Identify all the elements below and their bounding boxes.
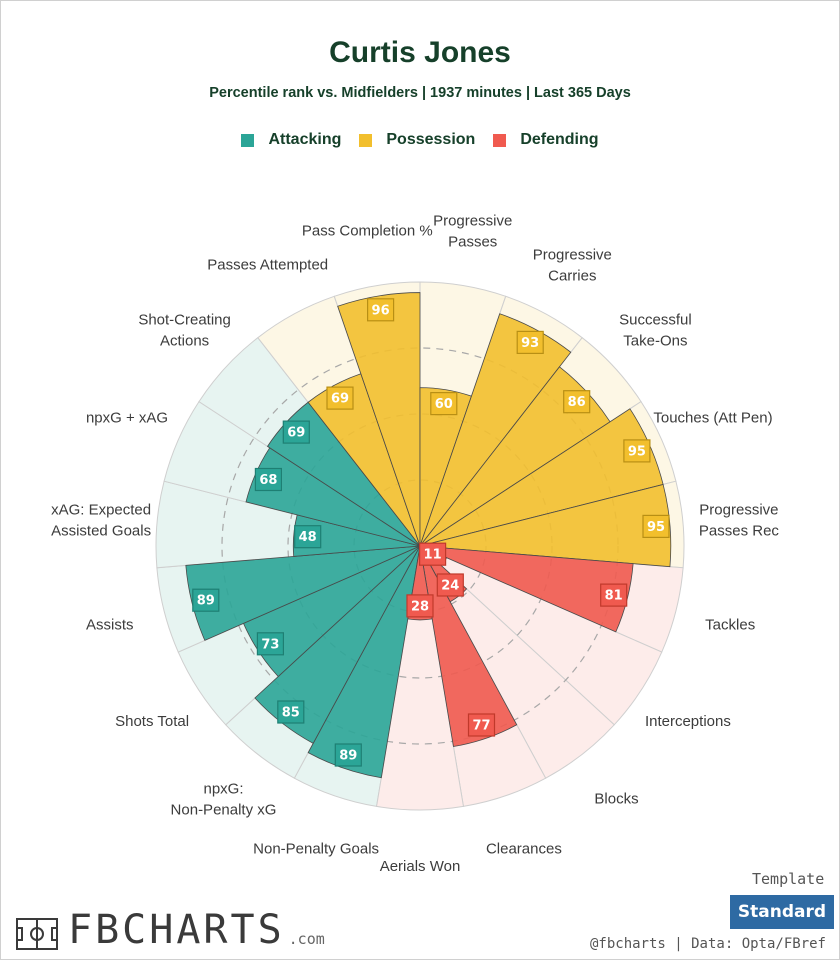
value-badge-progressive-passes-rec	[642, 514, 670, 539]
category-label-clearances: Clearances	[486, 841, 562, 858]
page-subtitle: Percentile rank vs. Midfielders | 1937 m…	[209, 85, 631, 101]
data-credit: @fbcharts | Data: Opta/FBref	[589, 936, 826, 952]
legend-item-possession: Possession	[359, 131, 475, 149]
value-label-pass-completion: 96	[372, 303, 390, 318]
value-badge-tackles	[600, 583, 628, 607]
category-label-progressive-passes: Progressive Passes	[433, 212, 512, 250]
category-label-assists: Assists	[86, 617, 134, 634]
value-label-progressive-passes-rec: 95	[647, 520, 665, 535]
legend-label-possession: Possession	[386, 131, 476, 148]
category-label-progressive-carries: Progressive Carries	[533, 247, 612, 285]
value-badge-interceptions	[419, 542, 447, 566]
background-wedge-aerials-won	[375, 545, 465, 811]
bar-progressive-carries	[419, 313, 572, 547]
logo-suffix: .com	[288, 930, 325, 948]
value-badge-aerials-won	[406, 594, 434, 618]
value-label-tackles: 81	[605, 589, 623, 604]
value-badge-npxg-non-penalty-xg	[277, 700, 305, 724]
value-label-shot-creating-actions: 69	[287, 426, 305, 441]
template-label: Template	[752, 870, 825, 888]
legend-swatch-possession	[359, 133, 373, 147]
category-label-shots-total: Shots Total	[115, 713, 189, 730]
category-label-successful-take-ons: Successful Take-Ons	[619, 311, 692, 349]
category-label-shot-creating-actions: Shot-Creating Actions	[138, 311, 231, 349]
value-label-progressive-carries: 93	[521, 336, 539, 351]
category-label-xag-expected-assisted-goals: xAG: Expected Assisted Goals	[51, 502, 151, 540]
category-label-touches-att-pen: Touches (Att Pen)	[653, 410, 772, 427]
legend-label-attacking: Attacking	[268, 131, 342, 148]
value-badge-touches-att-pen	[623, 439, 651, 463]
bar-non-penalty-goals	[307, 545, 421, 779]
bar-progressive-passes-rec	[419, 483, 672, 568]
logo-text: FBCHARTS	[68, 907, 285, 953]
value-label-xag-expected-assisted-goals: 48	[299, 530, 317, 545]
value-label-non-penalty-goals: 89	[339, 749, 357, 764]
value-label-shots-total: 73	[261, 637, 279, 652]
category-label-passes-attempted: Passes Attempted	[207, 257, 328, 274]
category-label-non-penalty-goals: Non-Penalty Goals	[253, 841, 379, 858]
value-badge-assists	[192, 588, 220, 612]
pitch-icon	[16, 918, 58, 950]
value-badge-progressive-carries	[516, 330, 544, 354]
value-label-aerials-won: 28	[411, 599, 429, 614]
bar-pass-completion	[337, 292, 421, 547]
value-label-interceptions: 11	[424, 548, 442, 563]
value-badge-non-penalty-goals	[334, 743, 362, 767]
category-label-interceptions: Interceptions	[645, 713, 731, 730]
value-label-passes-attempted: 69	[331, 392, 349, 407]
value-badge-xag-expected-assisted-goals	[294, 525, 322, 549]
category-label-progressive-passes-rec: Progressive Passes Rec	[699, 502, 780, 540]
value-label-npxg-xag: 68	[259, 473, 277, 488]
legend: Attacking Possession Defending	[0, 131, 840, 149]
legend-item-attacking: Attacking	[241, 131, 341, 149]
legend-item-defending: Defending	[493, 131, 599, 149]
value-badge-progressive-passes	[430, 392, 458, 416]
legend-label-defending: Defending	[520, 131, 599, 148]
value-badge-npxg-xag	[254, 467, 282, 492]
legend-swatch-attacking	[241, 133, 255, 147]
value-label-successful-take-ons: 86	[568, 395, 586, 410]
category-label-pass-completion: Pass Completion %	[302, 222, 433, 239]
value-label-touches-att-pen: 95	[628, 444, 646, 459]
value-badge-shots-total	[256, 632, 284, 656]
value-badge-pass-completion	[367, 298, 395, 322]
category-label-aerials-won: Aerials Won	[380, 858, 461, 875]
legend-swatch-defending	[493, 133, 507, 147]
category-label-tackles: Tackles	[705, 617, 755, 634]
value-badge-blocks	[436, 573, 464, 597]
value-label-blocks: 24	[441, 579, 459, 594]
value-badge-shot-creating-actions	[282, 420, 310, 444]
value-badge-passes-attempted	[326, 386, 354, 410]
value-badge-clearances	[467, 713, 496, 737]
value-badge-successful-take-ons	[563, 390, 591, 414]
value-label-clearances: 77	[472, 719, 490, 734]
category-label-blocks: Blocks	[594, 791, 638, 808]
category-label-npxg-non-penalty-xg: npxG: Non-Penalty xG	[171, 781, 277, 819]
template-select-button[interactable]: Standard	[730, 895, 834, 929]
value-label-progressive-passes: 60	[435, 397, 453, 412]
value-label-npxg-non-penalty-xg: 85	[282, 706, 300, 721]
page-title: Curtis Jones	[329, 36, 511, 69]
value-label-assists: 89	[197, 594, 215, 609]
fbcharts-logo: FBCHARTS .com	[16, 910, 325, 950]
category-label-npxg-xag: npxG + xAG	[86, 410, 168, 427]
